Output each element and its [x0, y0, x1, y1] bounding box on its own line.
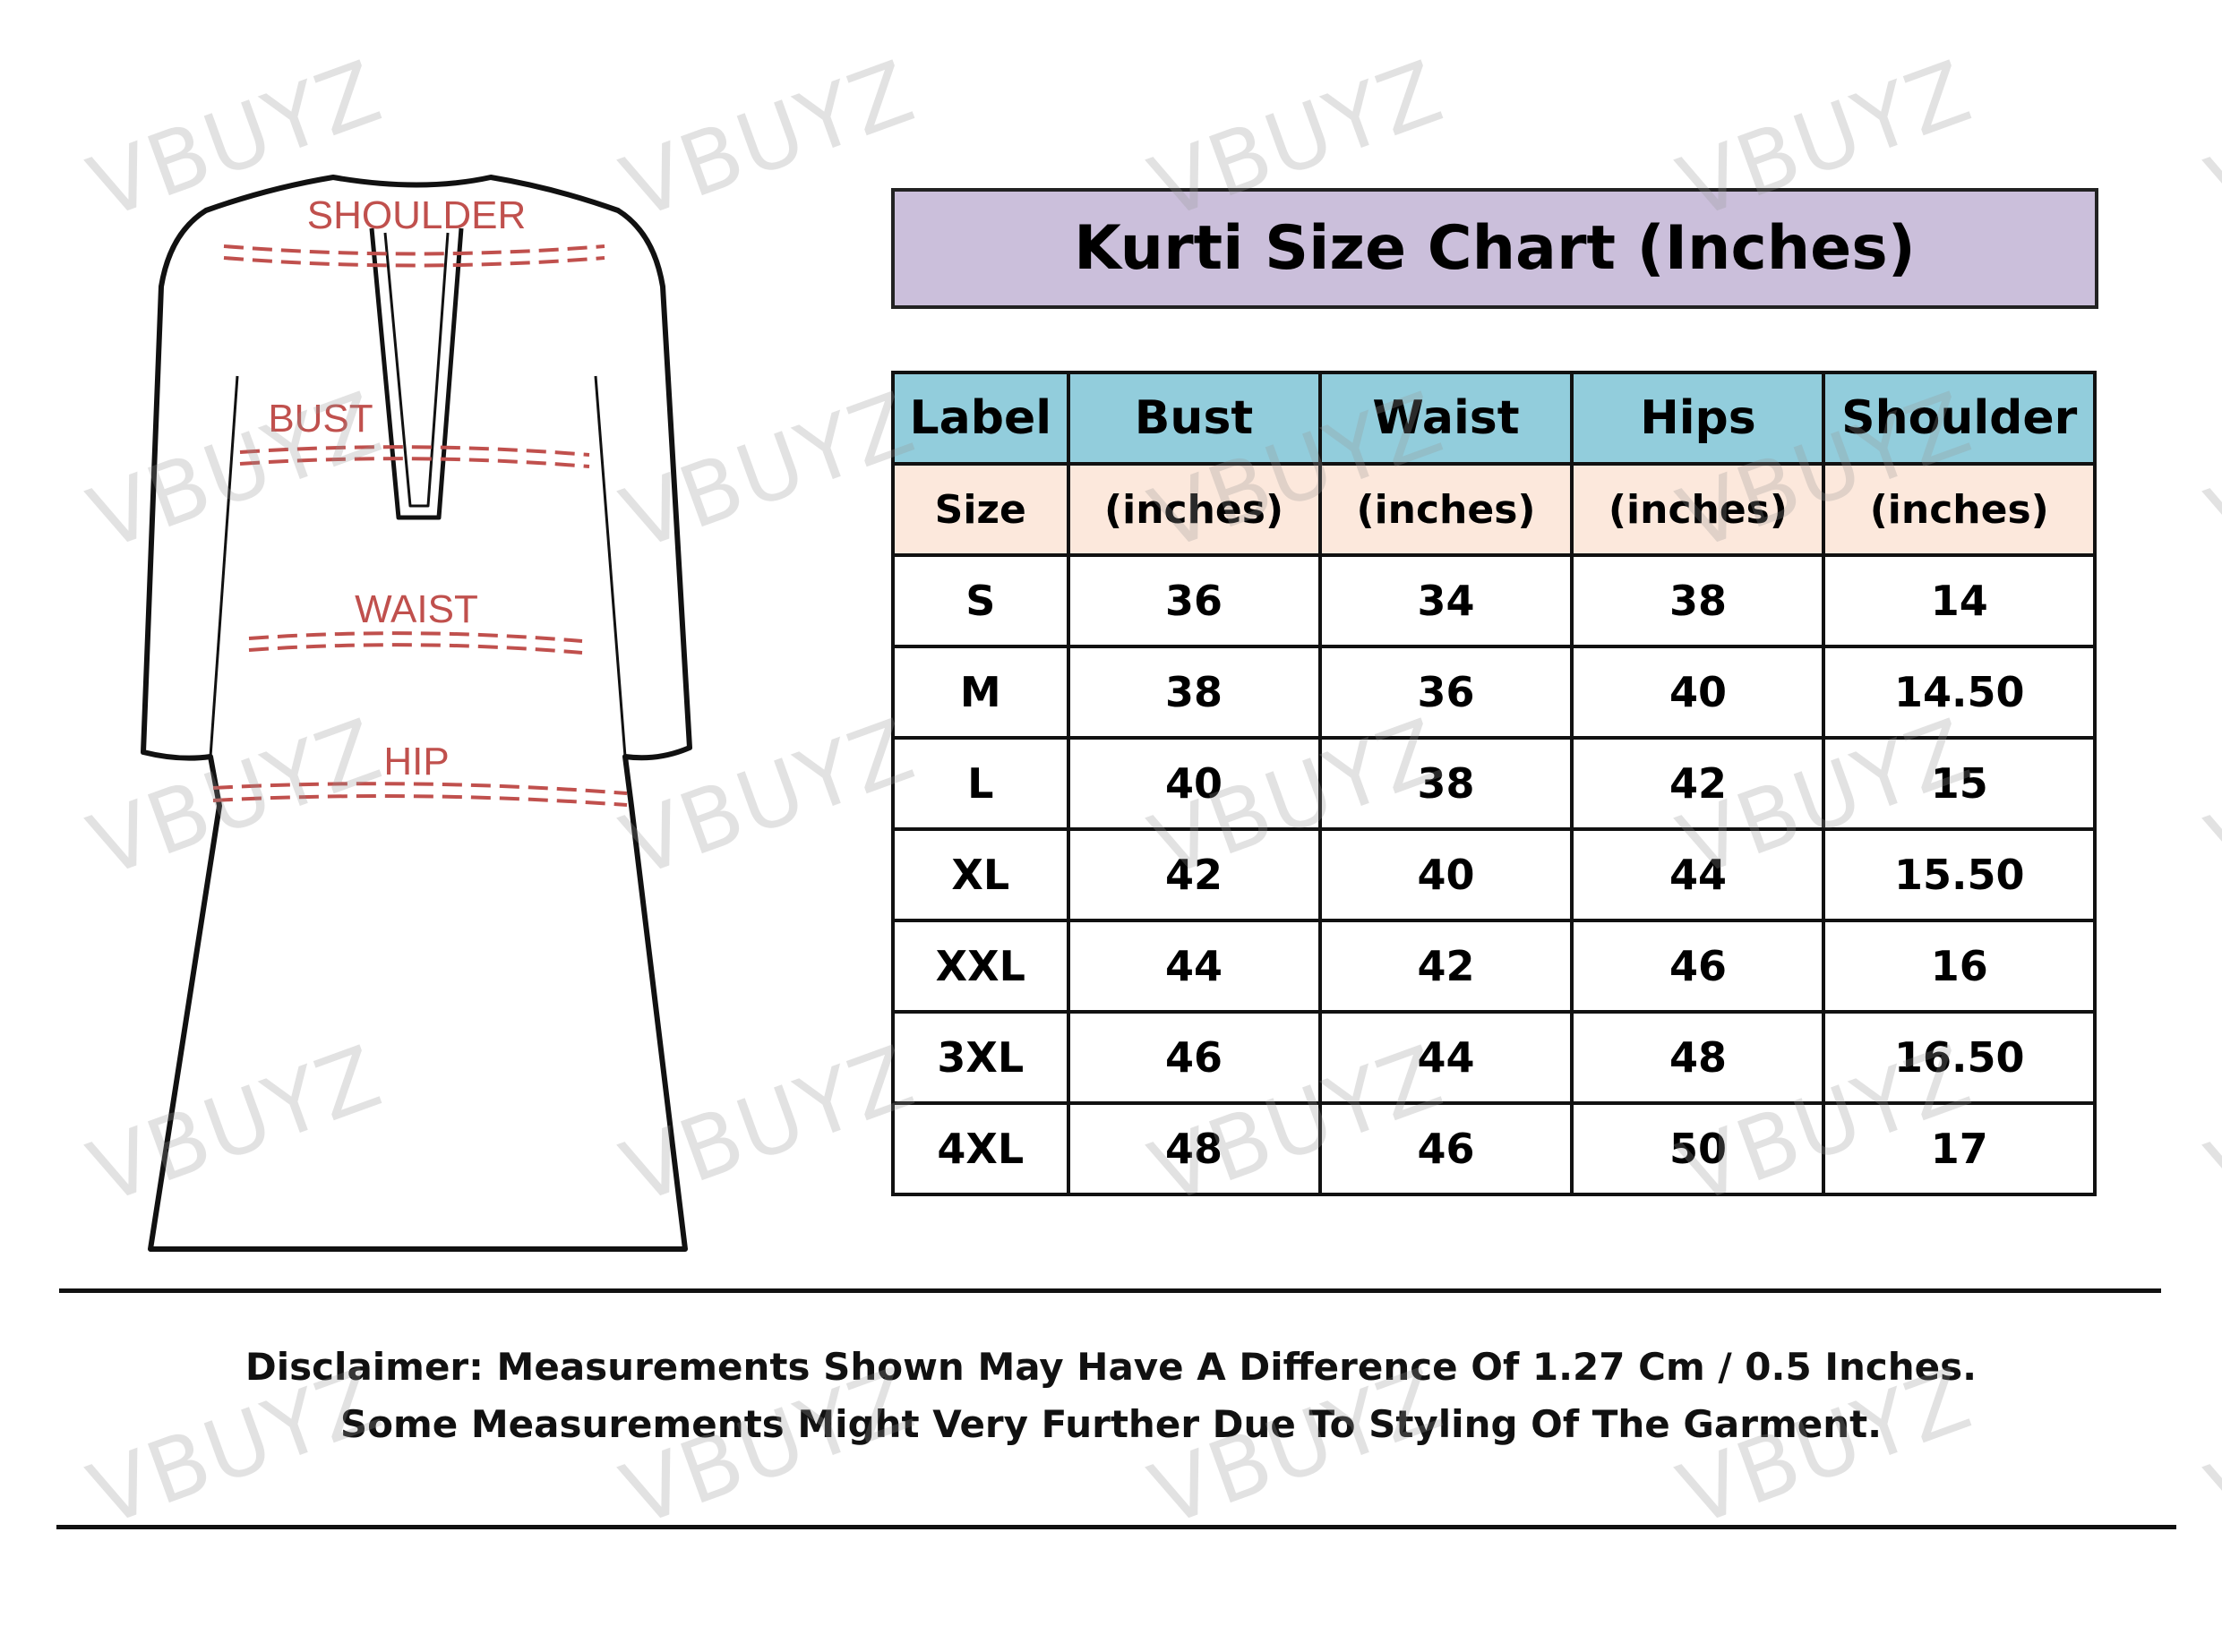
measurement-cell: 38 [1570, 553, 1826, 648]
measurement-cell: 40 [1066, 736, 1322, 831]
measurement-cell: 36 [1317, 645, 1574, 740]
table-row: XXL 44 42 46 16 [891, 919, 2097, 1014]
measurement-cell: 44 [1066, 919, 1322, 1014]
subheader-cell: (inches) [1570, 462, 1826, 557]
divider-bottom [56, 1525, 2176, 1529]
table-row: L 40 38 42 15 [891, 736, 2097, 831]
chart-title: Kurti Size Chart (Inches) [1074, 213, 1916, 284]
watermark: VBUYZ [2194, 372, 2222, 570]
measurement-cell: 14.50 [1822, 645, 2097, 740]
measurement-cell: 17 [1822, 1101, 2097, 1196]
measurement-cell: 48 [1570, 1010, 1826, 1105]
measurement-cell: 16.50 [1822, 1010, 2097, 1105]
table-row: M 38 36 40 14.50 [891, 645, 2097, 740]
measurement-cell: 42 [1570, 736, 1826, 831]
kurti-illustration: SHOULDER BUST WAIST HIP [141, 175, 692, 1252]
measurement-cell: 46 [1066, 1010, 1322, 1105]
header-cell: Bust [1066, 371, 1322, 466]
size-label-cell: 3XL [891, 1010, 1070, 1105]
measurement-cell: 36 [1066, 553, 1322, 648]
header-cell: Waist [1317, 371, 1574, 466]
subheader-row: Size (inches) (inches) (inches) (inches) [891, 462, 2097, 557]
header-cell: Shoulder [1822, 371, 2097, 466]
measurement-cell: 38 [1066, 645, 1322, 740]
watermark: VBUYZ [2194, 698, 2222, 897]
watermark: VBUYZ [2194, 40, 2222, 239]
size-chart-table: Label Bust Waist Hips Shoulder Size (inc… [891, 371, 2097, 1196]
subheader-cell: Size [891, 462, 1070, 557]
subheader-cell: (inches) [1066, 462, 1322, 557]
measurement-cell: 42 [1066, 827, 1322, 922]
subheader-cell: (inches) [1317, 462, 1574, 557]
subheader-cell: (inches) [1822, 462, 2097, 557]
size-label-cell: S [891, 553, 1070, 648]
divider-top [59, 1288, 2161, 1293]
chart-title-box: Kurti Size Chart (Inches) [891, 188, 2098, 309]
measurement-cell: 40 [1570, 645, 1826, 740]
measurement-cell: 44 [1570, 827, 1826, 922]
measurement-cell: 16 [1822, 919, 2097, 1014]
size-label-cell: 4XL [891, 1101, 1070, 1196]
measurement-cell: 42 [1317, 919, 1574, 1014]
table-row: S 36 34 38 14 [891, 553, 2097, 648]
disclaimer-line-1: Disclaimer: Measurements Shown May Have … [245, 1345, 1977, 1389]
hip-label: HIP [383, 740, 449, 783]
size-label-cell: XL [891, 827, 1070, 922]
measurement-cell: 40 [1317, 827, 1574, 922]
measurement-cell: 38 [1317, 736, 1574, 831]
table-row: 3XL 46 44 48 16.50 [891, 1010, 2097, 1105]
measurement-cell: 50 [1570, 1101, 1826, 1196]
size-label-cell: XXL [891, 919, 1070, 1014]
shoulder-label: SHOULDER [307, 193, 527, 237]
measurement-cell: 15.50 [1822, 827, 2097, 922]
measurement-cell: 48 [1066, 1101, 1322, 1196]
watermark: VBUYZ [2194, 1025, 2222, 1224]
size-label-cell: L [891, 736, 1070, 831]
measurement-cell: 44 [1317, 1010, 1574, 1105]
table-row: XL 42 40 44 15.50 [891, 827, 2097, 922]
header-row: Label Bust Waist Hips Shoulder [891, 371, 2097, 466]
waist-label: WAIST [355, 587, 478, 631]
size-label-cell: M [891, 645, 1070, 740]
header-cell: Label [891, 371, 1070, 466]
measurement-cell: 34 [1317, 553, 1574, 648]
measurement-cell: 46 [1317, 1101, 1574, 1196]
disclaimer-line-2: Some Measurements Might Very Further Due… [339, 1402, 1883, 1446]
measurement-cell: 46 [1570, 919, 1826, 1014]
measurement-cell: 14 [1822, 553, 2097, 648]
table-row: 4XL 48 46 50 17 [891, 1101, 2097, 1196]
header-cell: Hips [1570, 371, 1826, 466]
measurement-cell: 15 [1822, 736, 2097, 831]
bust-label: BUST [268, 397, 373, 441]
